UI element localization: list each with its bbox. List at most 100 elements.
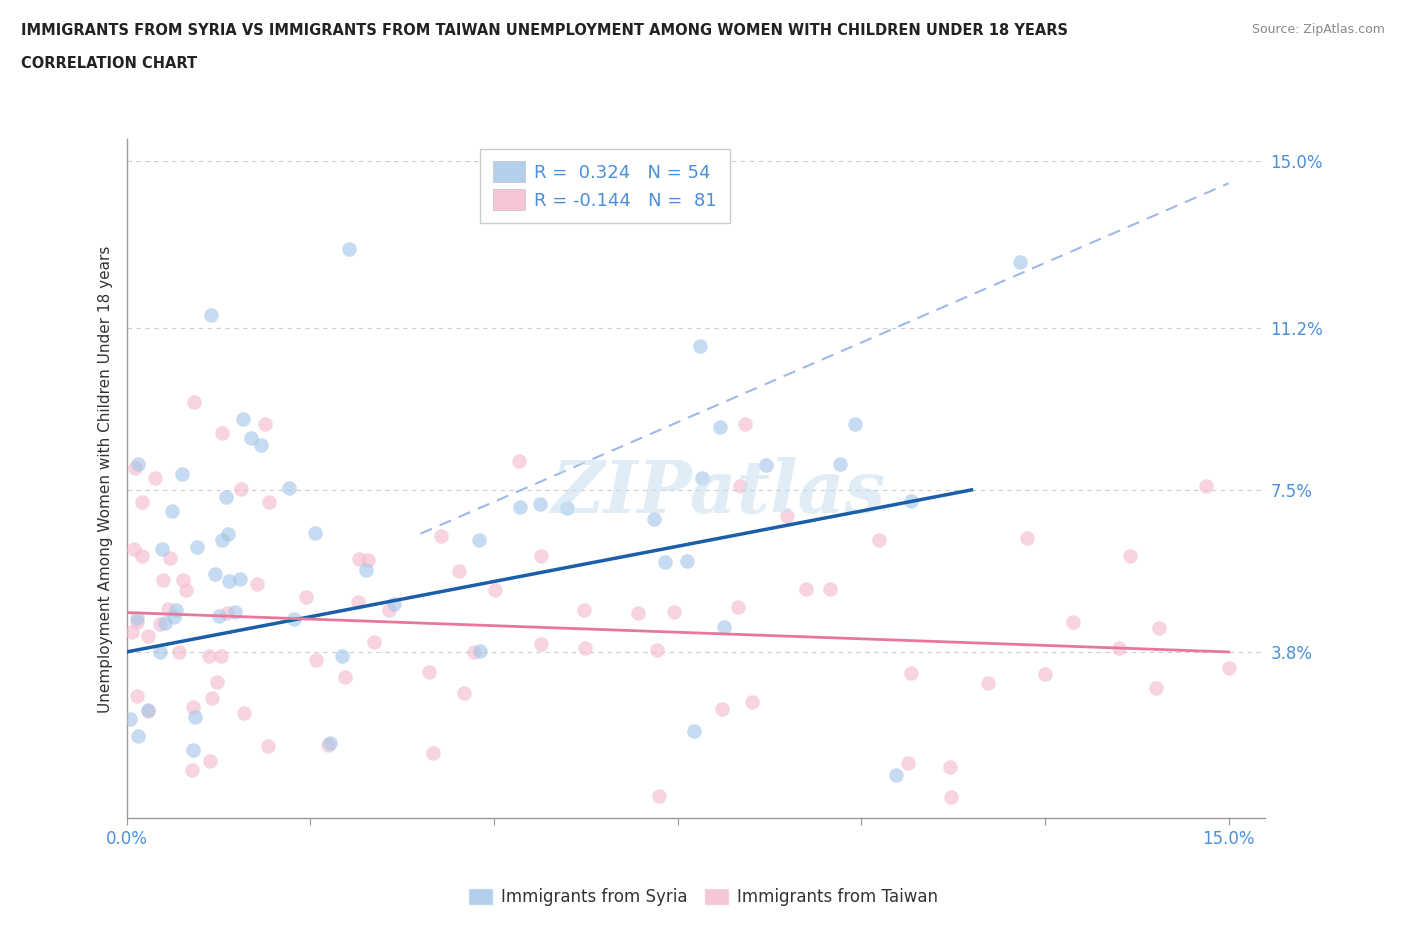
Point [468, 533, 491, 548]
Point [1195, 479, 1218, 494]
Point [449, 564, 471, 578]
Point [333, 670, 356, 684]
Point [246, 577, 269, 591]
Point [304, 526, 326, 541]
Point [574, 640, 596, 655]
Point [180, 763, 202, 777]
Point [654, 555, 676, 570]
Point [664, 604, 686, 619]
Point [1147, 620, 1170, 635]
Legend: Immigrants from Syria, Immigrants from Taiwan: Immigrants from Syria, Immigrants from T… [461, 881, 945, 912]
Point [211, 426, 233, 441]
Point [710, 701, 733, 716]
Point [430, 529, 453, 544]
Point [229, 571, 252, 586]
Point [529, 497, 551, 512]
Y-axis label: Unemployment Among Women with Children Under 18 years: Unemployment Among Women with Children U… [97, 246, 112, 712]
Point [124, 461, 146, 476]
Point [1144, 681, 1167, 696]
Point [689, 339, 711, 353]
Point [156, 602, 179, 617]
Point [897, 755, 920, 770]
Point [232, 411, 254, 426]
Point [233, 706, 256, 721]
Point [209, 648, 232, 663]
Point [709, 419, 731, 434]
Point [755, 458, 778, 472]
Point [170, 467, 193, 482]
Point [125, 615, 148, 630]
Point [224, 604, 246, 619]
Point [713, 619, 735, 634]
Point [204, 566, 226, 581]
Point [794, 582, 817, 597]
Point [354, 563, 377, 578]
Point [1033, 666, 1056, 681]
Point [294, 590, 316, 604]
Point [868, 533, 890, 548]
Point [174, 583, 197, 598]
Point [316, 737, 339, 752]
Point [150, 542, 173, 557]
Point [231, 482, 253, 497]
Point [1015, 531, 1038, 546]
Point [530, 637, 553, 652]
Point [181, 699, 204, 714]
Point [120, 711, 142, 726]
Point [162, 503, 184, 518]
Point [844, 417, 866, 432]
Point [468, 644, 491, 658]
Point [257, 738, 280, 753]
Point [645, 643, 668, 658]
Point [186, 539, 208, 554]
Point [184, 710, 207, 724]
Point [240, 431, 263, 445]
Text: CORRELATION CHART: CORRELATION CHART [21, 56, 197, 71]
Text: IMMIGRANTS FROM SYRIA VS IMMIGRANTS FROM TAIWAN UNEMPLOYMENT AMONG WOMEN WITH CH: IMMIGRANTS FROM SYRIA VS IMMIGRANTS FROM… [21, 23, 1069, 38]
Point [939, 760, 962, 775]
Point [900, 665, 922, 680]
Point [198, 648, 221, 663]
Point [627, 605, 650, 620]
Point [149, 644, 172, 659]
Point [509, 500, 531, 515]
Point [1108, 641, 1130, 656]
Point [201, 691, 224, 706]
Point [508, 454, 530, 469]
Point [122, 541, 145, 556]
Point [828, 457, 851, 472]
Point [418, 665, 440, 680]
Point [198, 753, 221, 768]
Point [643, 512, 665, 526]
Point [555, 501, 578, 516]
Point [884, 767, 907, 782]
Point [422, 745, 444, 760]
Point [818, 582, 841, 597]
Point [125, 611, 148, 626]
Point [682, 724, 704, 738]
Point [215, 605, 238, 620]
Point [159, 551, 181, 565]
Point [741, 695, 763, 710]
Point [648, 789, 671, 804]
Point [163, 609, 186, 624]
Point [136, 704, 159, 719]
Point [200, 307, 222, 322]
Point [143, 471, 166, 485]
Point [530, 548, 553, 563]
Point [453, 685, 475, 700]
Point [463, 644, 485, 659]
Point [357, 552, 380, 567]
Point [1008, 255, 1031, 270]
Point [250, 438, 273, 453]
Point [131, 495, 153, 510]
Point [166, 602, 188, 617]
Point [283, 611, 305, 626]
Legend: R =  0.324   N = 54, R = -0.144   N =  81: R = 0.324 N = 54, R = -0.144 N = 81 [479, 149, 730, 223]
Point [330, 648, 353, 663]
Point [1062, 615, 1084, 630]
Point [572, 603, 595, 618]
Point [257, 495, 280, 510]
Point [131, 549, 153, 564]
Point [347, 551, 370, 566]
